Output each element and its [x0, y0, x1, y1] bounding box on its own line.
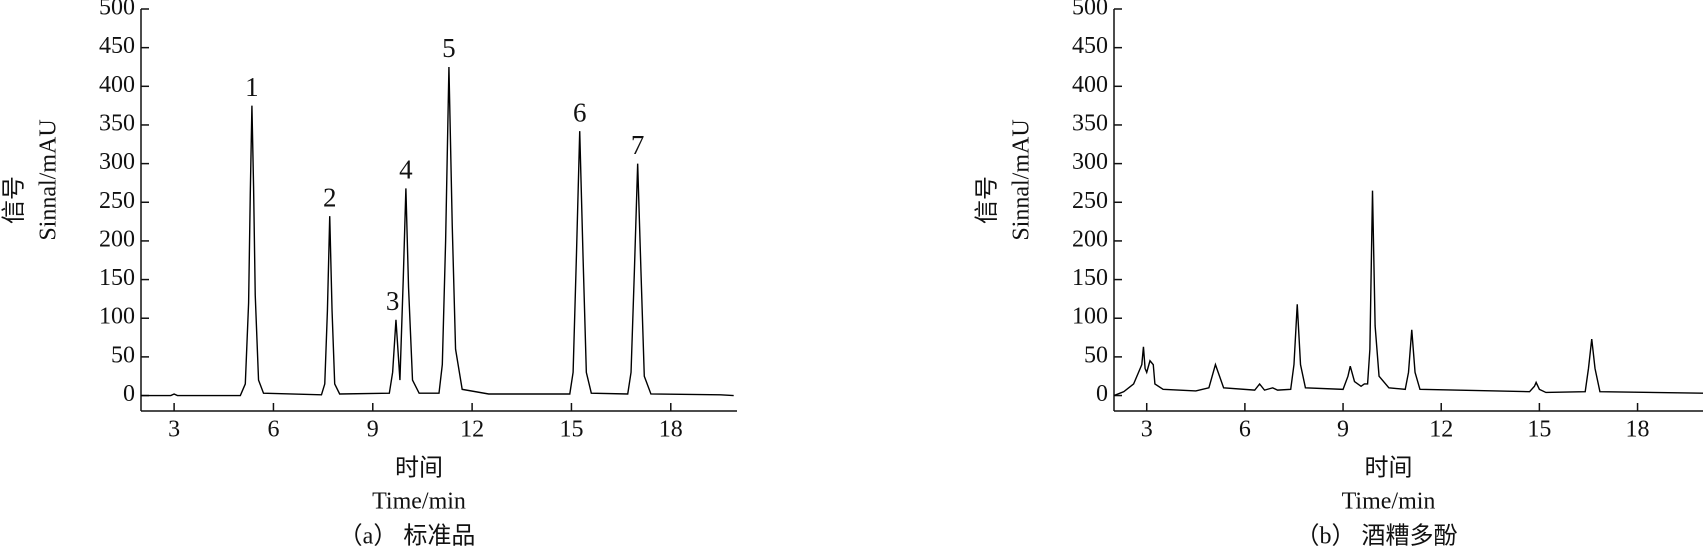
trace	[141, 66, 734, 397]
y-tick-label: 400	[99, 72, 135, 98]
y-tick-label: 500	[1072, 0, 1108, 21]
x-tick-label: 9	[367, 417, 379, 443]
y-tick-label: 350	[99, 110, 135, 136]
caption: （a） 标准品	[339, 523, 476, 550]
x-axis-label-en: Time/min	[1342, 489, 1436, 515]
x-tick-label: 3	[1141, 417, 1153, 443]
y-tick-label: 500	[99, 0, 135, 21]
peak-label: 5	[442, 33, 456, 63]
x-tick-label: 6	[1239, 417, 1251, 443]
y-tick-label: 450	[99, 33, 135, 59]
peak-label: 2	[323, 182, 337, 212]
y-tick-label: 150	[1072, 265, 1108, 291]
x-tick-label: 6	[267, 417, 279, 443]
y-tick-label: 200	[99, 226, 135, 252]
peak-label: 7	[631, 130, 645, 160]
y-tick-label: 50	[1084, 342, 1108, 368]
x-tick-label: 15	[1527, 417, 1551, 443]
peak-label: 3	[386, 286, 400, 316]
y-tick-label: 300	[1072, 149, 1108, 175]
x-tick-label: 12	[1429, 417, 1453, 443]
x-axis-label: 时间	[1365, 455, 1413, 482]
peak-label: 6	[573, 97, 587, 127]
panel: 0 50 100 150 200 250 300 350 400 450 500 3 6 9 12 15 18 时…	[974, 0, 1704, 550]
y-axis-label: 信号	[974, 176, 1001, 224]
y-tick-label: 100	[99, 304, 135, 330]
peak-label: 4	[399, 155, 413, 185]
y-tick-label: 450	[1072, 33, 1108, 59]
y-tick-label: 200	[1072, 226, 1108, 252]
y-tick-label: 300	[99, 149, 135, 175]
x-axis-label: 时间	[395, 455, 443, 482]
x-tick-label: 12	[460, 417, 484, 443]
y-tick-label: 150	[99, 265, 135, 291]
y-tick-label: 250	[1072, 188, 1108, 214]
peak-label: 1	[245, 72, 259, 102]
y-axis-label: 信号	[1, 176, 28, 224]
x-tick-label: 15	[559, 417, 583, 443]
x-tick-label: 3	[168, 417, 180, 443]
y-tick-label: 0	[123, 381, 135, 407]
caption: （b） 酒糟多酚	[1296, 523, 1458, 550]
y-tick-label: 0	[1096, 381, 1108, 407]
y-axis-label-en: Sinnal/mAU	[1009, 119, 1035, 240]
y-tick-label: 250	[99, 188, 135, 214]
y-tick-label: 50	[111, 342, 135, 368]
x-tick-label: 18	[1626, 417, 1650, 443]
y-tick-label: 400	[1072, 72, 1108, 98]
trace	[1113, 190, 1704, 397]
x-tick-label: 9	[1337, 417, 1349, 443]
x-tick-label: 18	[659, 417, 683, 443]
y-tick-label: 100	[1072, 304, 1108, 330]
y-axis-label-en: Sinnal/mAU	[36, 119, 62, 240]
y-tick-label: 350	[1072, 110, 1108, 136]
x-axis-label-en: Time/min	[372, 489, 466, 515]
